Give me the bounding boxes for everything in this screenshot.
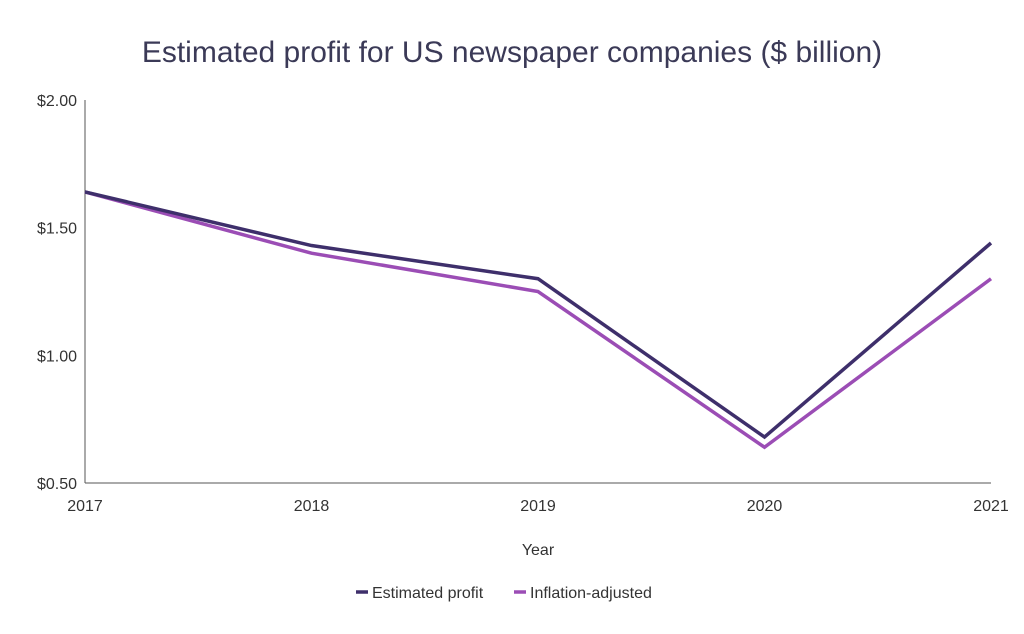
series-line-estimated-profit — [84, 190, 993, 440]
x-tick-label: 2017 — [67, 498, 103, 515]
x-axis-title: Year — [522, 542, 555, 559]
y-axis-ticks: $0.50 $1.00 $1.50 $2.00 — [37, 93, 77, 493]
y-tick-label: $0.50 — [37, 476, 77, 493]
chart-title: Estimated profit for US newspaper compan… — [142, 36, 882, 69]
legend-label-estimated-profit: Estimated profit — [372, 585, 484, 602]
y-tick-label: $2.00 — [37, 93, 77, 110]
series-lines — [84, 190, 993, 450]
x-tick-label: 2021 — [973, 498, 1009, 515]
x-axis-ticks: 2017 2018 2019 2020 2021 — [67, 498, 1009, 515]
legend-label-inflation-adjusted: Inflation-adjusted — [530, 585, 652, 602]
y-tick-label: $1.00 — [37, 348, 77, 365]
x-tick-label: 2019 — [520, 498, 556, 515]
legend: Estimated profit Inflation-adjusted — [356, 585, 652, 602]
y-tick-label: $1.50 — [37, 221, 77, 238]
series-line-inflation-adjusted — [84, 190, 993, 450]
x-tick-label: 2018 — [294, 498, 330, 515]
x-tick-label: 2020 — [747, 498, 783, 515]
